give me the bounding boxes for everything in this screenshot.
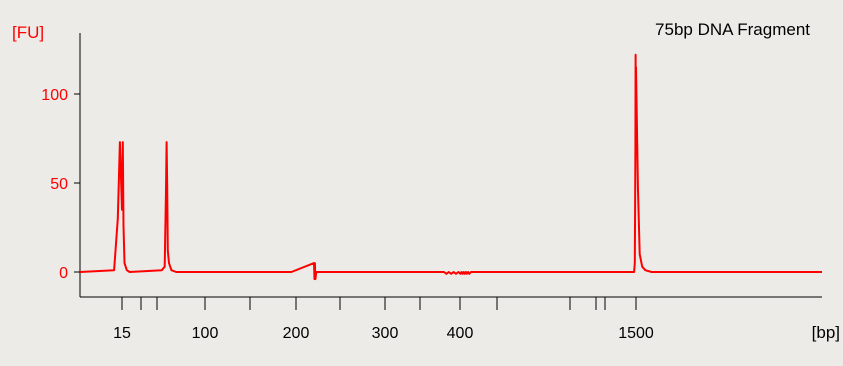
x-tick-label: 300 [372, 325, 399, 342]
y-tick-label: 100 [41, 87, 68, 104]
trace-line [79, 53, 822, 281]
x-tick-label: 100 [192, 325, 219, 342]
y-axis-label: [FU] [12, 23, 44, 42]
x-tick-label: 15 [113, 325, 131, 342]
x-tick-label: 1500 [618, 325, 654, 342]
y-tick-label: 0 [59, 265, 68, 282]
y-tick-label: 50 [50, 176, 68, 193]
chart-title: 75bp DNA Fragment [655, 20, 810, 39]
x-axis-label: [bp] [812, 323, 840, 342]
x-tick-label: 400 [447, 325, 474, 342]
x-tick-label: 200 [283, 325, 310, 342]
